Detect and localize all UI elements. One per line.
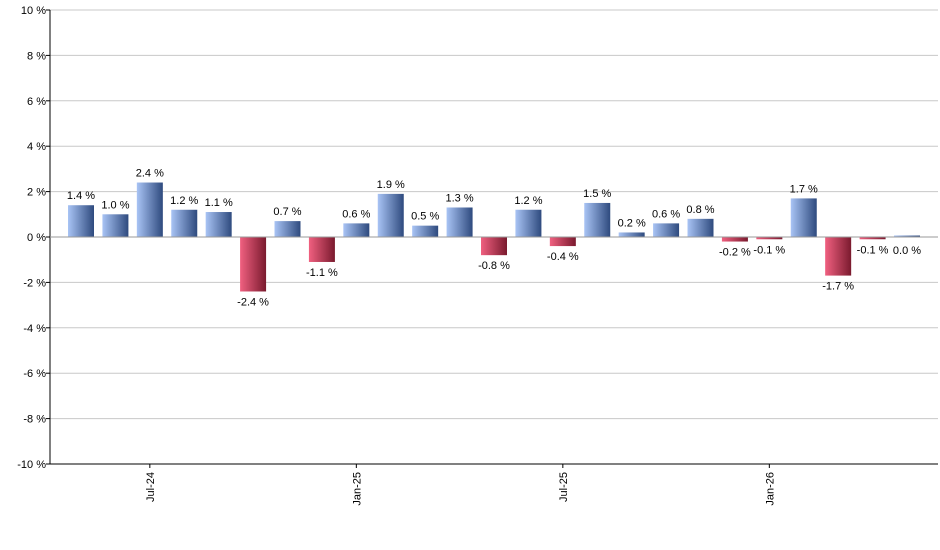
data-label: -0.2 %	[719, 247, 751, 259]
x-tick-label: Jul-24	[145, 472, 157, 502]
y-tick-label: 8 %	[27, 50, 46, 62]
y-tick-label: -6 %	[23, 368, 46, 380]
bar	[687, 218, 714, 237]
y-tick-label: -2 %	[23, 277, 46, 289]
bar	[584, 202, 611, 237]
data-label: -0.8 %	[478, 260, 510, 272]
bar	[515, 209, 542, 237]
axes	[49, 10, 938, 465]
bar	[68, 205, 94, 237]
x-tick-label: Jul-25	[558, 472, 570, 502]
data-label: 1.1 %	[205, 197, 233, 209]
data-label: -0.1 %	[857, 244, 889, 256]
bar	[343, 223, 370, 237]
bar	[240, 237, 267, 292]
data-label: 1.2 %	[514, 195, 542, 207]
y-tick-label: -4 %	[23, 323, 46, 335]
data-label: 1.3 %	[446, 192, 474, 204]
bar	[102, 214, 129, 237]
data-label: -2.4 %	[237, 296, 269, 308]
bar	[790, 198, 817, 237]
data-label: 1.2 %	[170, 195, 198, 207]
bar	[274, 221, 301, 237]
data-label: -1.1 %	[306, 267, 338, 279]
bar	[412, 225, 439, 237]
data-label: 0.2 %	[618, 217, 646, 229]
bar	[653, 223, 680, 237]
y-tick-label: 10 %	[21, 5, 46, 17]
bar	[859, 237, 886, 240]
data-label: 1.5 %	[583, 188, 611, 200]
bar	[549, 237, 576, 247]
data-labels: 1.4 % 1.0 % 2.4 % 1.2 % 1.1 % -2.4 % 0.7 % -1.1…	[67, 168, 921, 309]
data-label: 0.6 %	[652, 208, 680, 220]
bar	[894, 235, 920, 237]
bar	[446, 207, 473, 237]
data-label: 0.8 %	[686, 204, 714, 216]
data-label: 1.4 %	[67, 190, 95, 202]
x-tick-label: Jan-25	[351, 472, 363, 506]
data-label: 0.5 %	[411, 211, 439, 223]
data-label: 0.6 %	[342, 208, 370, 220]
data-label: 1.0 %	[101, 199, 129, 211]
bar	[618, 232, 645, 237]
data-label: 1.7 %	[790, 183, 818, 195]
bar	[171, 209, 198, 237]
y-tick-label: 6 %	[27, 96, 46, 108]
data-label: 0.0 %	[893, 245, 921, 257]
bar	[205, 212, 232, 237]
bar	[756, 237, 783, 240]
bar	[825, 237, 852, 276]
data-label: 0.7 %	[273, 206, 301, 218]
data-label: 1.9 %	[377, 179, 405, 191]
bar	[136, 182, 163, 237]
data-label: -0.4 %	[547, 251, 579, 263]
data-label: 2.4 %	[136, 168, 164, 180]
y-axis-tick-labels: 10 % 8 % 6 % 4 % 2 % 0 % -2 % -4 % -6 % -8 % -10 %	[17, 5, 50, 471]
bar	[377, 193, 404, 237]
x-axis-tick-labels: Jul-24 Jan-25 Jul-25 Jan-26	[145, 464, 776, 506]
y-tick-label: 2 %	[27, 187, 46, 199]
y-tick-label: -8 %	[23, 414, 46, 426]
bar	[308, 237, 335, 262]
bar	[481, 237, 507, 256]
data-label: -0.1 %	[753, 244, 785, 256]
y-tick-label: -10 %	[17, 459, 46, 471]
y-tick-label: 0 %	[27, 232, 46, 244]
bar	[721, 237, 748, 242]
data-label: -1.7 %	[822, 281, 854, 293]
bars	[68, 182, 920, 292]
x-tick-label: Jan-26	[764, 472, 776, 506]
y-tick-label: 4 %	[27, 141, 46, 153]
